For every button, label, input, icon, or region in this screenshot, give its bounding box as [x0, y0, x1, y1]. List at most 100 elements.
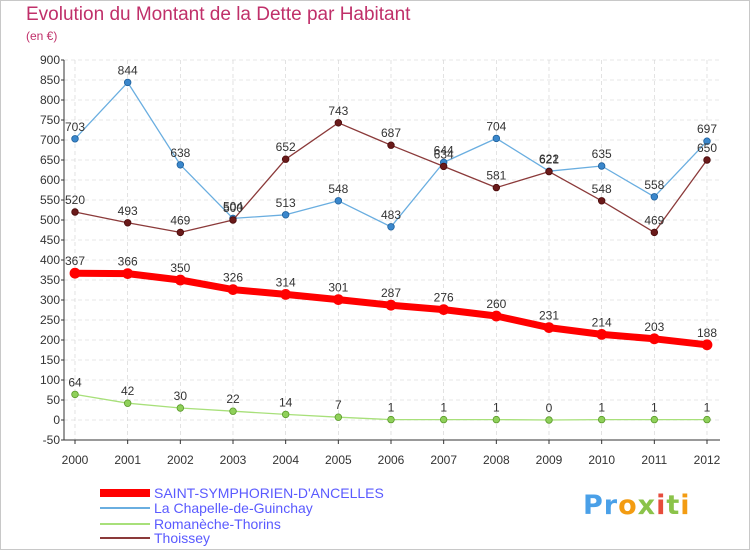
- y-tick-label: 50: [47, 393, 61, 407]
- data-label: 687: [381, 126, 401, 140]
- x-tick-label: 2008: [483, 453, 510, 467]
- y-tick-label: 850: [40, 73, 60, 87]
- data-label: 743: [328, 104, 348, 118]
- data-label: 634: [434, 147, 454, 161]
- x-tick-label: 2007: [430, 453, 457, 467]
- data-label: 287: [381, 286, 401, 300]
- y-tick-label: 500: [40, 213, 60, 227]
- data-label: 703: [65, 120, 85, 134]
- x-tick-label: 2011: [641, 453, 667, 467]
- x-tick-label: 2001: [114, 453, 141, 467]
- data-label: 1: [651, 401, 658, 415]
- data-label: 520: [65, 193, 85, 207]
- data-label: 276: [434, 291, 454, 305]
- data-label: 548: [328, 182, 348, 196]
- data-label: 314: [276, 275, 296, 289]
- x-tick-label: 2004: [272, 453, 299, 467]
- y-tick-label: 350: [40, 273, 60, 287]
- data-label: 231: [539, 309, 559, 323]
- y-tick-label: 650: [40, 153, 60, 167]
- data-point: [281, 155, 290, 163]
- data-point: [176, 404, 185, 412]
- data-label: 301: [328, 281, 348, 295]
- data-point: [123, 399, 132, 407]
- data-label: 203: [644, 320, 664, 334]
- legend-label: Thoissey: [154, 530, 210, 546]
- data-point: [123, 78, 132, 87]
- data-point: [71, 208, 79, 216]
- y-tick-label: 150: [40, 353, 60, 367]
- data-point: [176, 161, 185, 169]
- data-point: [332, 294, 344, 306]
- data-point: [123, 219, 132, 227]
- y-tick-label: 0: [53, 413, 60, 427]
- data-label: 1: [704, 401, 711, 415]
- data-point: [543, 322, 555, 334]
- data-point: [387, 415, 395, 424]
- y-tick-label: 300: [40, 293, 60, 307]
- data-point: [387, 223, 395, 231]
- data-label: 504: [223, 199, 243, 213]
- data-label: 188: [697, 326, 717, 340]
- y-tick-label: 600: [40, 173, 60, 187]
- data-point: [597, 415, 606, 424]
- data-label: 214: [592, 315, 612, 329]
- data-point: [122, 268, 134, 280]
- y-tick-label: 450: [40, 233, 60, 247]
- data-point: [387, 141, 395, 149]
- data-point: [227, 284, 239, 296]
- data-label: 650: [697, 141, 717, 155]
- data-label: 493: [118, 204, 138, 218]
- data-point: [596, 328, 608, 340]
- data-label: 367: [65, 254, 85, 268]
- data-point: [438, 304, 450, 316]
- data-label: 1: [493, 401, 500, 415]
- data-label: 64: [68, 375, 82, 389]
- data-point: [648, 333, 660, 345]
- data-point: [597, 162, 606, 170]
- data-label: 1: [440, 401, 447, 415]
- data-point: [71, 135, 79, 143]
- data-point: [229, 407, 237, 415]
- data-point: [703, 156, 711, 164]
- data-point: [492, 415, 501, 424]
- x-tick-label: 2000: [62, 453, 89, 467]
- data-point: [545, 416, 553, 424]
- data-label: 513: [276, 196, 296, 210]
- data-point: [71, 390, 79, 399]
- data-point: [334, 413, 343, 421]
- x-tick-label: 2012: [694, 453, 721, 467]
- data-point: [439, 162, 448, 171]
- data-label: 260: [486, 297, 506, 311]
- data-point: [490, 310, 502, 322]
- y-tick-label: 100: [40, 373, 60, 387]
- y-tick-label: 900: [40, 53, 60, 67]
- data-point: [334, 119, 343, 127]
- data-label: 1: [388, 401, 395, 415]
- chart-unit: (en €): [26, 29, 58, 43]
- proxiti-logo: Proxiti: [583, 490, 691, 521]
- data-point: [439, 415, 448, 424]
- data-point: [650, 228, 659, 237]
- data-label: 558: [644, 178, 664, 192]
- data-point: [334, 197, 343, 205]
- data-label: 22: [226, 392, 240, 406]
- data-point: [281, 410, 290, 419]
- data-label: 697: [697, 122, 717, 136]
- data-point: [701, 339, 713, 351]
- data-label: 42: [121, 384, 135, 398]
- data-label: 635: [592, 147, 612, 161]
- data-point: [492, 183, 501, 192]
- data-label: 704: [486, 119, 506, 133]
- data-label: 652: [276, 140, 296, 154]
- data-label: 1: [598, 401, 605, 415]
- data-label: 622: [539, 152, 559, 166]
- data-point: [69, 267, 81, 279]
- data-point: [280, 288, 292, 300]
- y-tick-label: -50: [43, 433, 61, 447]
- data-label: 500: [223, 201, 243, 215]
- data-label: 483: [381, 208, 401, 222]
- data-point: [174, 274, 186, 286]
- x-tick-label: 2005: [325, 453, 352, 467]
